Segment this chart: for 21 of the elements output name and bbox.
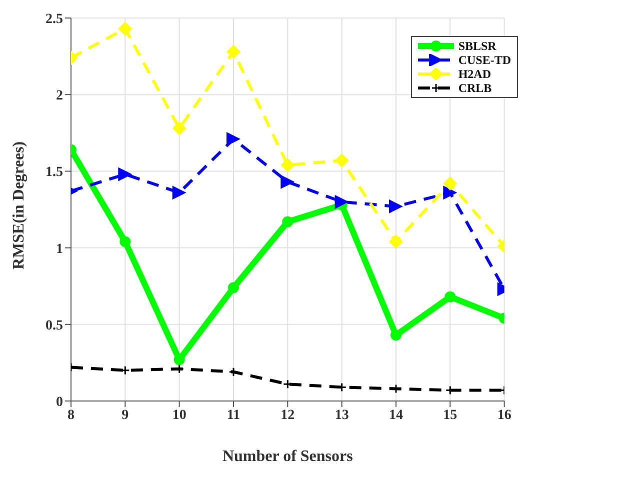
x-tick-label: 14 [388, 408, 403, 423]
legend-label: H2AD [458, 67, 491, 81]
legend-label: CUSE-TD [458, 53, 511, 67]
y-tick-label: 1.5 [46, 165, 63, 180]
y-axis-title: RMSE(in Degrees) [10, 141, 28, 270]
x-tick-label: 11 [226, 408, 240, 423]
x-tick-label: 12 [280, 408, 295, 423]
x-axis-title: Number of Sensors [222, 448, 353, 465]
y-tick-label: 1 [56, 242, 63, 257]
y-tick-label: 2.5 [46, 12, 63, 27]
x-tick-label: 15 [443, 408, 458, 423]
legend-label: CRLB [458, 81, 492, 95]
y-tick-label: 0 [56, 394, 63, 410]
x-tick-label: 13 [334, 408, 349, 423]
y-tick-label: 0.5 [46, 318, 63, 334]
x-tick-label: 8 [68, 408, 74, 423]
x-tick-label: 16 [497, 408, 512, 423]
x-tick-label: 9 [122, 408, 129, 423]
y-tick-label: 2 [56, 88, 63, 104]
legend-label: SBLSR [458, 39, 496, 53]
x-tick-label: 10 [172, 408, 186, 423]
